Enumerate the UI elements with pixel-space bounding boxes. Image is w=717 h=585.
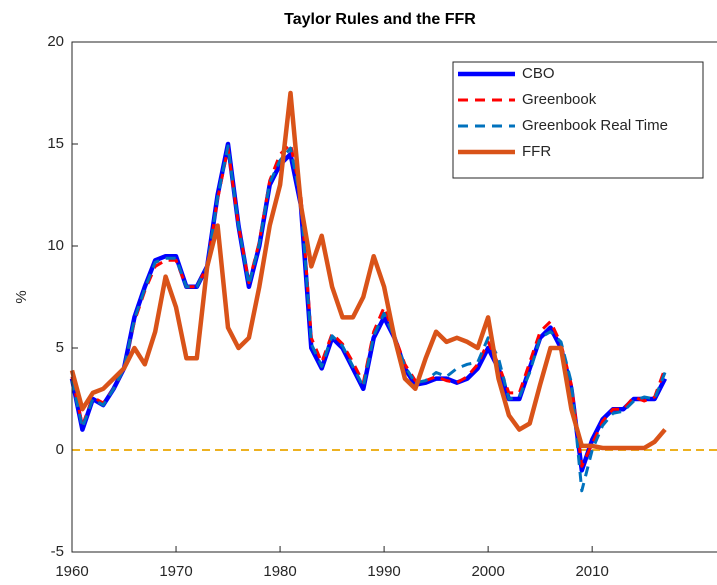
x-tick-label: 2000 <box>471 563 504 580</box>
x-tick-label: 1970 <box>159 563 192 580</box>
legend-label: FFR <box>522 143 551 160</box>
y-axis-label: % <box>13 290 30 303</box>
y-tick-label: 5 <box>56 339 64 356</box>
axes <box>71 41 717 553</box>
legend-label: Greenbook <box>522 91 597 108</box>
x-tick-label: 1980 <box>263 563 296 580</box>
x-tick-label: 1990 <box>367 563 400 580</box>
y-tick-label: 0 <box>56 441 64 458</box>
legend-label: Greenbook Real Time <box>522 117 668 134</box>
x-tick-label: 1960 <box>55 563 88 580</box>
series-line <box>70 144 667 493</box>
legend-label: CBO <box>522 65 555 82</box>
series-line <box>69 90 667 451</box>
series-line <box>70 142 667 468</box>
y-tick-label: 15 <box>47 135 64 152</box>
y-tick-label: 10 <box>47 237 64 254</box>
y-tick-label: 20 <box>47 33 64 50</box>
chart-title: Taylor Rules and the FFR <box>284 11 476 28</box>
legend-box <box>452 61 704 179</box>
x-tick-label: 2010 <box>575 563 608 580</box>
y-tick-label: -5 <box>51 543 64 560</box>
